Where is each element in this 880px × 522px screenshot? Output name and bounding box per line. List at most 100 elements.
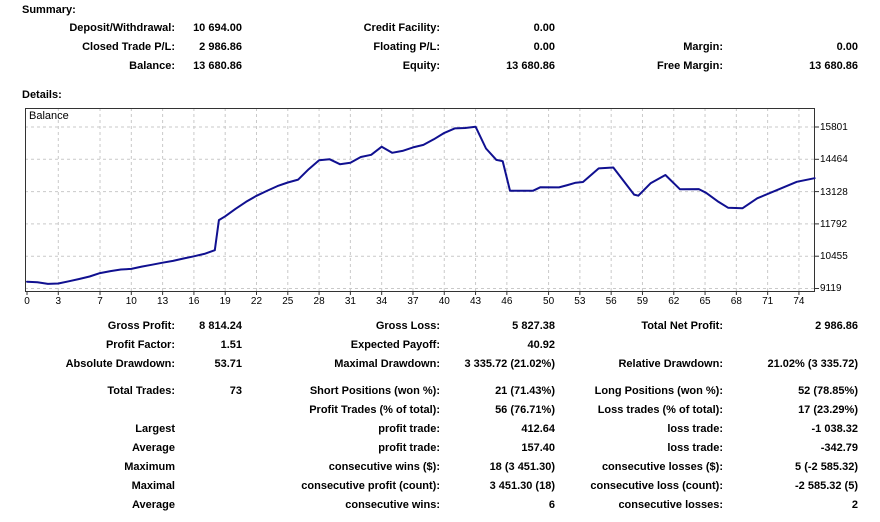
label-cell: loss trade: bbox=[667, 442, 723, 454]
label-cell bbox=[0, 401, 175, 420]
label-cell: Floating P/L: bbox=[373, 41, 440, 53]
x-axis-tick-label: 0 bbox=[24, 296, 30, 307]
x-axis-tick-label: 34 bbox=[376, 296, 388, 307]
trades-table: Total Trades: 73 Short Positions (won %): 2… bbox=[0, 382, 858, 515]
summary-section-header: Summary: bbox=[22, 4, 76, 16]
label-cell: Gross Profit: bbox=[107, 320, 175, 332]
value-cell: 412.64 bbox=[521, 423, 555, 435]
value-cell bbox=[175, 477, 242, 496]
x-axis-tick-label: 19 bbox=[219, 296, 231, 307]
label-cell: consecutive loss (count): bbox=[590, 480, 723, 492]
value-cell: 13 680.86 bbox=[506, 60, 555, 72]
chart-legend-balance: Balance bbox=[29, 110, 69, 122]
x-axis-tick-label: 10 bbox=[125, 296, 137, 307]
value-cell: -1 038.32 bbox=[811, 423, 858, 435]
value-cell: 2 986.86 bbox=[199, 41, 242, 53]
label-cell: consecutive losses ($): bbox=[601, 461, 723, 473]
label-cell: Long Positions (won %): bbox=[594, 385, 723, 397]
value-cell: 3 335.72 (21.02%) bbox=[464, 358, 555, 370]
label-cell: profit trade: bbox=[378, 423, 440, 435]
value-cell: 56 (76.71%) bbox=[495, 404, 555, 416]
value-cell: 73 bbox=[229, 385, 242, 397]
value-cell bbox=[175, 401, 242, 420]
label-cell: Equity: bbox=[402, 60, 440, 72]
value-cell: 21 (71.43%) bbox=[495, 385, 555, 397]
x-axis-tick-label: 25 bbox=[282, 296, 294, 307]
label-cell: Balance: bbox=[129, 60, 175, 72]
y-axis-tick-label: 15801 bbox=[820, 121, 848, 133]
value-cell bbox=[175, 439, 242, 458]
value-cell bbox=[175, 420, 242, 439]
balance-chart-canvas bbox=[25, 108, 819, 295]
y-axis-tick-label: 10455 bbox=[820, 251, 848, 263]
label-cell: Expected Payoff: bbox=[350, 339, 440, 351]
value-cell: 5 (-2 585.32) bbox=[795, 461, 858, 473]
label-cell bbox=[555, 19, 723, 38]
x-axis-tick-label: 16 bbox=[188, 296, 200, 307]
label-cell: Total Net Profit: bbox=[641, 320, 723, 332]
value-cell: 5 827.38 bbox=[512, 320, 555, 332]
x-axis-tick-label: 13 bbox=[157, 296, 169, 307]
label-cell bbox=[555, 336, 723, 355]
label-cell: Deposit/Withdrawal: bbox=[69, 22, 175, 34]
label-cell: Profit Factor: bbox=[105, 339, 175, 351]
value-cell: 0.00 bbox=[533, 22, 555, 34]
x-axis-tick-label: 28 bbox=[313, 296, 325, 307]
label-cell: Average bbox=[131, 499, 175, 511]
label-cell: Maximal Drawdown: bbox=[334, 358, 440, 370]
value-cell: 21.02% (3 335.72) bbox=[767, 358, 858, 370]
value-cell: 53.71 bbox=[214, 358, 242, 370]
value-cell: 0.00 bbox=[836, 41, 858, 53]
x-axis-tick-label: 56 bbox=[605, 296, 617, 307]
value-cell: 0.00 bbox=[533, 41, 555, 53]
x-axis-tick-label: 59 bbox=[636, 296, 649, 307]
label-cell: Closed Trade P/L: bbox=[82, 41, 175, 53]
label-cell: Largest bbox=[135, 423, 175, 435]
label-cell: Gross Loss: bbox=[375, 320, 440, 332]
x-axis-tick-label: 46 bbox=[501, 296, 513, 307]
label-cell: Relative Drawdown: bbox=[618, 358, 723, 370]
value-cell: 52 (78.85%) bbox=[798, 385, 858, 397]
label-cell: consecutive losses: bbox=[618, 499, 723, 511]
x-axis-tick-label: 50 bbox=[543, 296, 555, 307]
x-axis-tick-label: 3 bbox=[55, 296, 62, 307]
label-cell: Absolute Drawdown: bbox=[65, 358, 175, 370]
value-cell: 17 (23.29%) bbox=[798, 404, 858, 416]
label-cell: loss trade: bbox=[667, 423, 723, 435]
x-axis-tick-label: 74 bbox=[793, 296, 805, 307]
label-cell: consecutive wins: bbox=[345, 499, 440, 511]
label-cell: consecutive wins ($): bbox=[328, 461, 440, 473]
value-cell bbox=[175, 458, 242, 477]
x-axis-tick-label: 40 bbox=[438, 296, 450, 307]
x-axis-tick-label: 7 bbox=[97, 296, 103, 307]
value-cell bbox=[175, 496, 242, 515]
x-axis-tick-label: 22 bbox=[250, 296, 263, 307]
value-cell: 157.40 bbox=[521, 442, 555, 454]
balance-chart: Balance bbox=[25, 108, 819, 295]
label-cell: Profit Trades (% of total): bbox=[309, 404, 440, 416]
value-cell: -342.79 bbox=[820, 442, 858, 454]
label-cell: Loss trades (% of total): bbox=[597, 404, 723, 416]
label-cell: profit trade: bbox=[378, 442, 440, 454]
value-cell: 2 986.86 bbox=[815, 320, 858, 332]
label-cell: Maximal bbox=[131, 480, 175, 492]
x-axis-tick-label: 71 bbox=[762, 296, 774, 307]
results-table: Gross Profit: 8 814.24 Gross Loss: 5 827.38… bbox=[0, 317, 858, 374]
label-cell: Total Trades: bbox=[107, 385, 175, 397]
value-cell: 40.92 bbox=[527, 339, 555, 351]
value-cell: 18 (3 451.30) bbox=[489, 461, 555, 473]
label-cell: Credit Facility: bbox=[363, 22, 440, 34]
value-cell bbox=[723, 19, 858, 38]
value-cell: 2 bbox=[851, 499, 858, 511]
x-axis-tick-label: 65 bbox=[699, 296, 711, 307]
value-cell: 6 bbox=[548, 499, 555, 511]
value-cell: 13 680.86 bbox=[809, 60, 858, 72]
y-axis-tick-label: 11792 bbox=[820, 218, 848, 230]
x-axis-tick-label: 53 bbox=[574, 296, 586, 307]
label-cell: Average bbox=[131, 442, 175, 454]
label-cell: Short Positions (won %): bbox=[309, 385, 440, 397]
label-cell: Free Margin: bbox=[656, 60, 723, 72]
value-cell: 8 814.24 bbox=[199, 320, 242, 332]
x-axis-tick-label: 31 bbox=[344, 296, 356, 307]
